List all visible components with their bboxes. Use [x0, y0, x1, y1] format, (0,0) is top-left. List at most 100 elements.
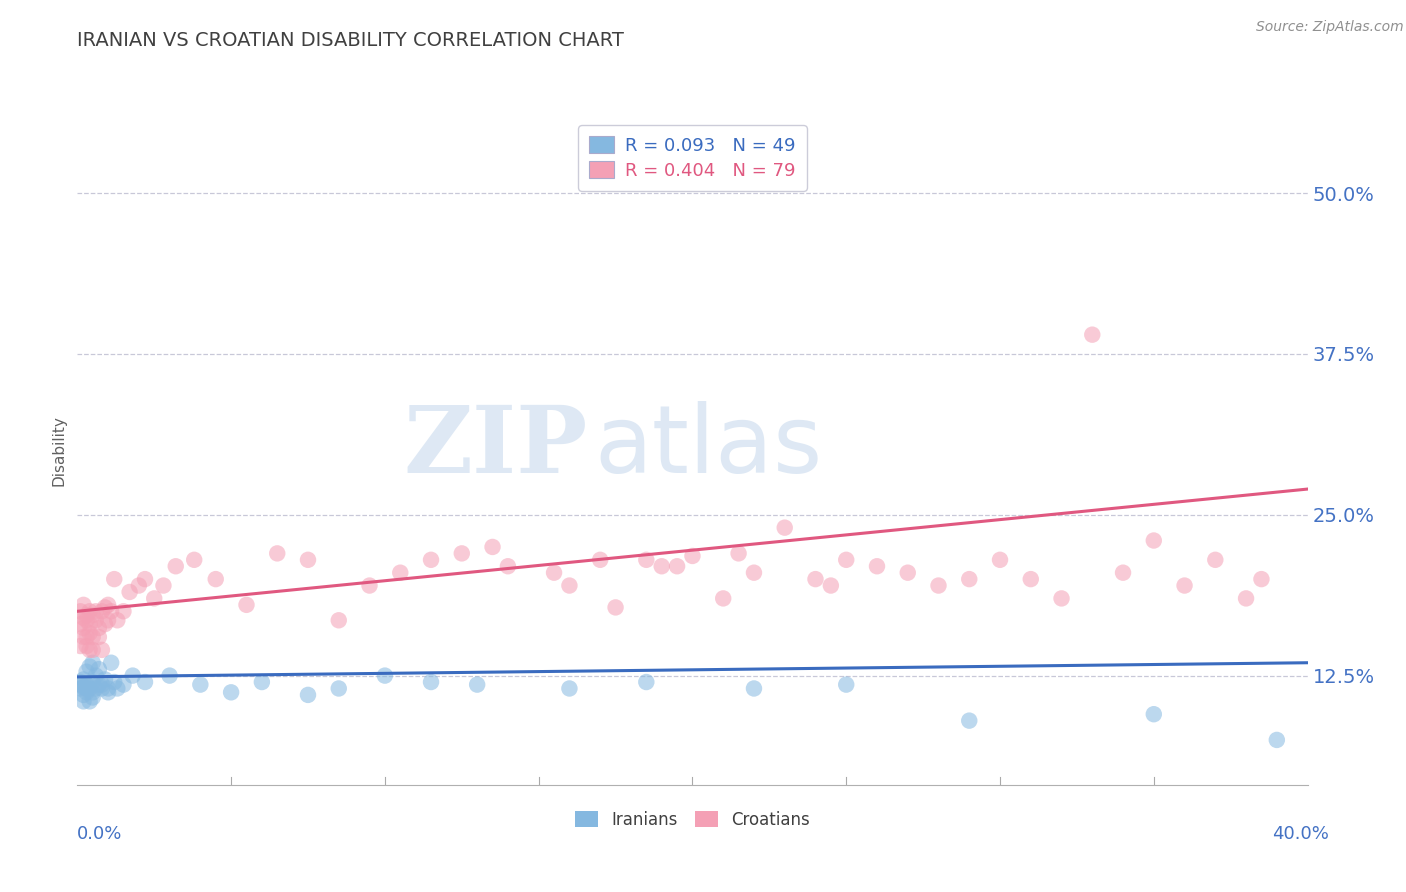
Point: [219, 685, 242, 699]
Point: [183, 553, 205, 567]
Point: [69, 681, 91, 696]
Point: [835, 678, 858, 692]
Point: [94, 673, 117, 687]
Point: [804, 572, 827, 586]
Point: [742, 681, 765, 696]
Point: [87, 678, 110, 692]
Point: [105, 681, 128, 696]
Point: [79, 694, 101, 708]
Point: [82, 685, 104, 699]
Point: [465, 678, 488, 692]
Point: [82, 608, 104, 623]
Point: [235, 598, 257, 612]
Point: [636, 553, 658, 567]
Point: [1019, 572, 1042, 586]
Point: [84, 668, 107, 682]
Point: [143, 591, 166, 606]
Point: [1143, 707, 1166, 722]
Point: [543, 566, 565, 580]
Point: [82, 643, 104, 657]
Point: [72, 694, 94, 708]
Point: [90, 643, 114, 657]
Point: [558, 681, 581, 696]
Point: [105, 613, 128, 627]
Text: IRANIAN VS CROATIAN DISABILITY CORRELATION CHART: IRANIAN VS CROATIAN DISABILITY CORRELATI…: [77, 31, 624, 50]
Point: [666, 559, 689, 574]
Point: [1174, 578, 1197, 592]
Point: [87, 621, 110, 635]
Point: [1234, 591, 1257, 606]
Y-axis label: Disability: Disability: [51, 415, 66, 486]
Point: [76, 608, 98, 623]
Point: [97, 681, 120, 696]
Point: [76, 613, 98, 627]
Point: [742, 566, 765, 580]
Point: [69, 639, 91, 653]
Point: [112, 678, 135, 692]
Point: [134, 675, 156, 690]
Point: [165, 559, 187, 574]
Point: [82, 675, 104, 690]
Point: [82, 690, 104, 705]
Point: [69, 604, 91, 618]
Point: [100, 604, 122, 618]
Point: [188, 678, 212, 692]
Point: [72, 611, 94, 625]
Point: [152, 578, 174, 592]
Legend: Iranians, Croatians: Iranians, Croatians: [567, 802, 818, 837]
Point: [100, 656, 122, 670]
Point: [651, 559, 673, 574]
Point: [727, 546, 749, 560]
Point: [76, 665, 98, 679]
Point: [121, 668, 143, 682]
Point: [1204, 553, 1226, 567]
Point: [90, 678, 114, 692]
Text: ZIP: ZIP: [404, 402, 588, 492]
Point: [72, 673, 94, 687]
Point: [84, 681, 107, 696]
Point: [835, 553, 858, 567]
Point: [72, 598, 94, 612]
Point: [76, 630, 98, 644]
Point: [1112, 566, 1135, 580]
Point: [79, 604, 101, 618]
Point: [103, 675, 125, 690]
Point: [118, 585, 141, 599]
Point: [389, 566, 412, 580]
Text: Source: ZipAtlas.com: Source: ZipAtlas.com: [1256, 20, 1403, 34]
Point: [103, 572, 125, 586]
Point: [79, 681, 101, 696]
Point: [866, 559, 889, 574]
Point: [128, 578, 150, 592]
Point: [496, 559, 519, 574]
Point: [72, 688, 94, 702]
Point: [374, 668, 396, 682]
Point: [134, 572, 156, 586]
Point: [90, 604, 114, 618]
Point: [159, 668, 181, 682]
Point: [711, 591, 734, 606]
Point: [112, 604, 135, 618]
Point: [589, 553, 612, 567]
Point: [76, 678, 98, 692]
Point: [90, 681, 114, 696]
Point: [76, 681, 98, 696]
Point: [82, 630, 104, 644]
Point: [97, 613, 120, 627]
Point: [957, 714, 980, 728]
Point: [636, 675, 658, 690]
Text: 0.0%: 0.0%: [77, 825, 122, 843]
Point: [328, 613, 350, 627]
Point: [820, 578, 842, 592]
Point: [450, 546, 472, 560]
Point: [87, 662, 110, 676]
Point: [69, 617, 91, 632]
Point: [1081, 327, 1104, 342]
Point: [76, 639, 98, 653]
Point: [773, 521, 796, 535]
Point: [988, 553, 1011, 567]
Point: [1250, 572, 1272, 586]
Point: [328, 681, 350, 696]
Point: [250, 675, 273, 690]
Point: [957, 572, 980, 586]
